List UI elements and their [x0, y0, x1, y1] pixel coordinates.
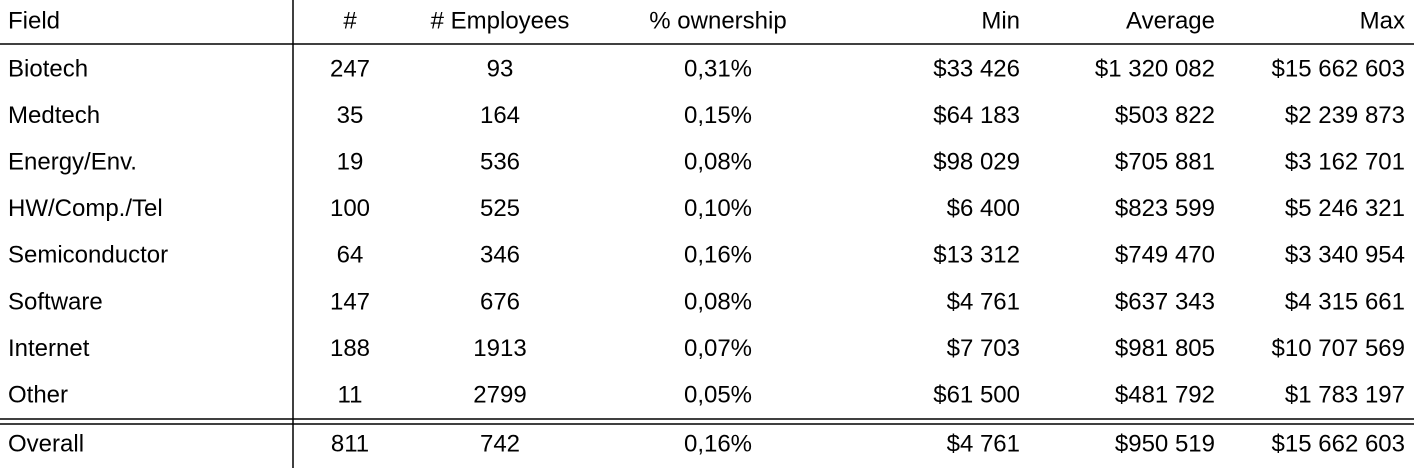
- total-cell: Overall: [8, 430, 84, 457]
- cell: $10 707 569: [1272, 335, 1405, 362]
- cell: $5 246 321: [1285, 195, 1405, 222]
- cell: 0,31%: [684, 55, 752, 82]
- cell: $4 761: [947, 288, 1020, 315]
- cell: 525: [480, 195, 520, 222]
- cell: $637 343: [1115, 288, 1215, 315]
- cell: 100: [330, 195, 370, 222]
- cell: $1 783 197: [1285, 382, 1405, 409]
- total-cell: $4 761: [947, 430, 1020, 457]
- cell: Medtech: [8, 102, 100, 129]
- cell: 11: [338, 382, 363, 409]
- header-cell: Average: [1126, 7, 1215, 34]
- cell: $1 320 082: [1095, 55, 1215, 82]
- cell: Energy/Env.: [8, 149, 137, 176]
- cell: $981 805: [1115, 335, 1215, 362]
- cell: 0,08%: [684, 149, 752, 176]
- cell: $61 500: [933, 382, 1020, 409]
- cell: 64: [337, 242, 364, 269]
- cell: 676: [480, 288, 520, 315]
- header-cell: Max: [1360, 7, 1405, 34]
- cell: $33 426: [933, 55, 1020, 82]
- cell: Other: [8, 382, 68, 409]
- cell: $7 703: [947, 335, 1020, 362]
- cell: Biotech: [8, 55, 88, 82]
- cell: 147: [330, 288, 370, 315]
- cell: 0,10%: [684, 195, 752, 222]
- cell: 1913: [473, 335, 526, 362]
- cell: $705 881: [1115, 149, 1215, 176]
- cell: $503 822: [1115, 102, 1215, 129]
- cell: 0,16%: [684, 242, 752, 269]
- header-cell: % ownership: [649, 7, 786, 34]
- cell: 188: [330, 335, 370, 362]
- cell: $749 470: [1115, 242, 1215, 269]
- cell: 93: [487, 55, 514, 82]
- cell: Semiconductor: [8, 242, 168, 269]
- cell: Internet: [8, 335, 90, 362]
- cell: 19: [337, 149, 364, 176]
- cell: 0,15%: [684, 102, 752, 129]
- total-cell: 811: [331, 430, 369, 457]
- cell: 0,08%: [684, 288, 752, 315]
- cell: $6 400: [947, 195, 1020, 222]
- cell: $2 239 873: [1285, 102, 1405, 129]
- total-cell: $15 662 603: [1272, 430, 1405, 457]
- cell: 346: [480, 242, 520, 269]
- cell: 0,07%: [684, 335, 752, 362]
- cell: $3 340 954: [1285, 242, 1405, 269]
- cell: $64 183: [933, 102, 1020, 129]
- cell: 164: [480, 102, 520, 129]
- cell: $4 315 661: [1285, 288, 1405, 315]
- cell: Software: [8, 288, 103, 315]
- cell: $823 599: [1115, 195, 1215, 222]
- cell: $98 029: [933, 149, 1020, 176]
- cell: 0,05%: [684, 382, 752, 409]
- cell: 2799: [473, 382, 526, 409]
- cell: HW/Comp./Tel: [8, 195, 163, 222]
- cell: $3 162 701: [1285, 149, 1405, 176]
- header-cell: Field: [8, 7, 60, 34]
- cell: $15 662 603: [1272, 55, 1405, 82]
- cell: $13 312: [933, 242, 1020, 269]
- total-cell: 742: [480, 430, 520, 457]
- cell: 247: [330, 55, 370, 82]
- header-cell: Min: [981, 7, 1020, 34]
- cell: 35: [337, 102, 364, 129]
- total-cell: $950 519: [1115, 430, 1215, 457]
- header-cell: # Employees: [431, 7, 570, 34]
- cell: 536: [480, 149, 520, 176]
- total-cell: 0,16%: [684, 430, 752, 457]
- header-cell: #: [343, 7, 357, 34]
- cell: $481 792: [1115, 382, 1215, 409]
